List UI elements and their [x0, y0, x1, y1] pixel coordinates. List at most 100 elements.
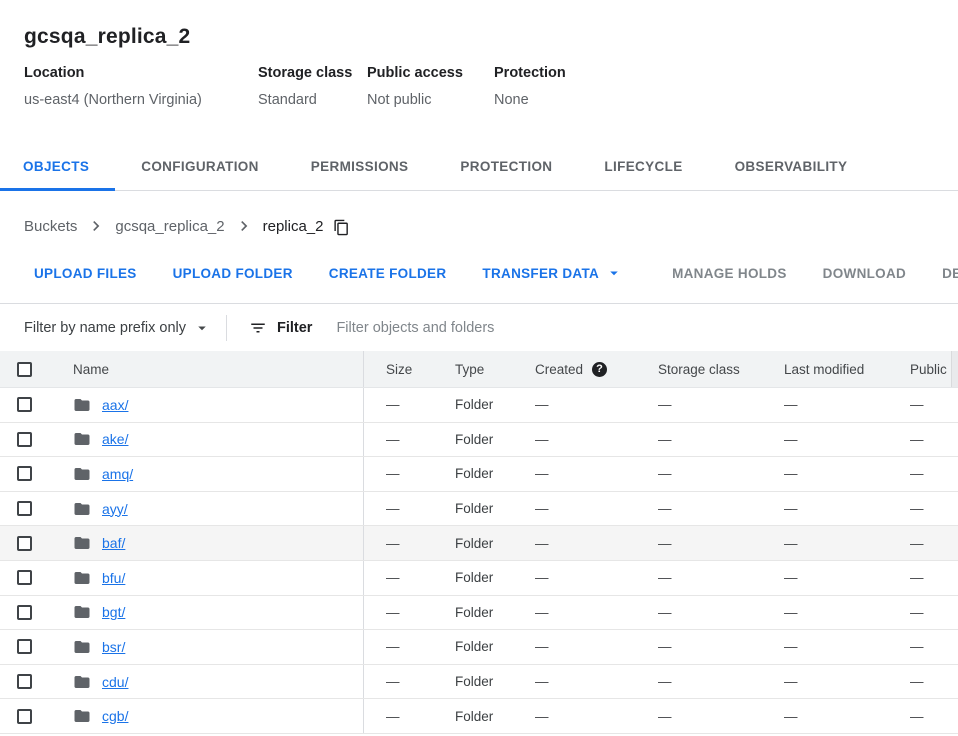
- storage-class-cell: —: [658, 397, 672, 413]
- object-name-link[interactable]: ayy/: [102, 500, 128, 517]
- size-cell: —: [386, 604, 400, 620]
- storage-class-cell: —: [658, 501, 672, 517]
- row-checkbox[interactable]: [17, 431, 32, 447]
- tab-permissions[interactable]: PERMISSIONS: [310, 159, 409, 174]
- public-access-cell: —: [910, 674, 924, 690]
- created-cell: —: [535, 397, 549, 413]
- folder-icon: [73, 465, 91, 483]
- table-row: baf/ — Folder — — — —: [0, 526, 958, 561]
- breadcrumb-item-gcsqa-replica-2[interactable]: gcsqa_replica_2: [115, 217, 225, 235]
- toolbar-button-label: MANAGE HOLDS: [672, 265, 787, 281]
- tab-protection[interactable]: PROTECTION: [460, 159, 553, 174]
- toolbar-button-delete: DELETE: [942, 266, 958, 281]
- type-cell: Folder: [455, 570, 494, 586]
- type-cell: Folder: [455, 535, 494, 551]
- breadcrumb: Buckets gcsqa_replica_2 replica_2: [24, 213, 958, 239]
- help-icon[interactable]: ?: [592, 361, 608, 377]
- type-cell: Folder: [455, 466, 494, 482]
- type-cell: Folder: [455, 708, 494, 724]
- column-header-last-modified: Last modified: [784, 361, 865, 377]
- created-cell: —: [535, 604, 549, 620]
- public-access-cell: —: [910, 431, 924, 447]
- copy-path-icon[interactable]: [333, 219, 350, 236]
- size-cell: —: [386, 431, 400, 447]
- dropdown-arrow-icon: [605, 264, 623, 282]
- table-row: ake/ — Folder — — — —: [0, 422, 958, 458]
- row-checkbox[interactable]: [17, 501, 32, 517]
- type-cell: Folder: [455, 397, 494, 413]
- row-checkbox[interactable]: [17, 570, 32, 586]
- filter-input[interactable]: [334, 318, 958, 337]
- toolbar-button-label: UPLOAD FOLDER: [172, 265, 293, 281]
- table-row: bgt/ — Folder — — — —: [0, 595, 958, 631]
- created-cell: —: [535, 431, 549, 447]
- row-checkbox[interactable]: [17, 535, 32, 551]
- meta-item: Storage class Standard: [258, 65, 367, 108]
- toolbar-button-transfer-data[interactable]: TRANSFER DATA: [482, 264, 623, 282]
- row-checkbox[interactable]: [17, 466, 32, 482]
- filter-scope-dropdown[interactable]: Filter by name prefix only: [24, 319, 211, 337]
- object-name-link[interactable]: aax/: [102, 396, 129, 413]
- object-name-link[interactable]: cdu/: [102, 673, 129, 690]
- table-body: aax/ — Folder — — — — ake/ — Folder — — …: [0, 388, 958, 734]
- last-modified-cell: —: [784, 639, 798, 655]
- object-name-link[interactable]: baf/: [102, 535, 126, 552]
- object-name-link[interactable]: ake/: [102, 431, 129, 448]
- storage-class-cell: —: [658, 431, 672, 447]
- storage-class-cell: —: [658, 604, 672, 620]
- page-title: gcsqa_replica_2: [24, 25, 191, 48]
- storage-class-cell: —: [658, 674, 672, 690]
- tab-observability[interactable]: OBSERVABILITY: [734, 159, 848, 174]
- column-header-public-access: Public access: [910, 361, 958, 377]
- column-header-size: Size: [386, 361, 413, 377]
- row-checkbox[interactable]: [17, 397, 32, 413]
- size-cell: —: [386, 501, 400, 517]
- column-header-type: Type: [455, 361, 485, 377]
- chevron-right-icon: [234, 216, 254, 236]
- row-checkbox[interactable]: [17, 708, 32, 724]
- table-row: cdu/ — Folder — — — —: [0, 664, 958, 700]
- size-cell: —: [386, 639, 400, 655]
- created-cell: —: [535, 466, 549, 482]
- toolbar-button-create-folder[interactable]: CREATE FOLDER: [329, 266, 447, 281]
- toolbar-button-upload-folder[interactable]: UPLOAD FOLDER: [173, 266, 293, 281]
- object-name-link[interactable]: cgb/: [102, 708, 129, 725]
- created-cell: —: [535, 674, 549, 690]
- folder-icon: [73, 603, 91, 621]
- toolbar-button-label: TRANSFER DATA: [482, 265, 600, 281]
- object-name-link[interactable]: bfu/: [102, 569, 126, 586]
- tab-configuration[interactable]: CONFIGURATION: [141, 159, 259, 174]
- folder-icon: [73, 430, 91, 448]
- meta-value: Standard: [258, 92, 317, 108]
- filter-label: Filter: [276, 319, 313, 336]
- table-row: cgb/ — Folder — — — —: [0, 699, 958, 734]
- last-modified-cell: —: [784, 431, 798, 447]
- tab-objects[interactable]: OBJECTS: [0, 143, 116, 191]
- folder-icon: [73, 534, 91, 552]
- last-modified-cell: —: [784, 674, 798, 690]
- table-row: amq/ — Folder — — — —: [0, 457, 958, 492]
- tab-lifecycle[interactable]: LIFECYCLE: [604, 159, 683, 174]
- row-checkbox[interactable]: [17, 674, 32, 690]
- public-access-cell: —: [910, 397, 924, 413]
- meta-item: Location us-east4 (Northern Virginia): [24, 65, 258, 108]
- storage-class-cell: —: [658, 466, 672, 482]
- object-name-link[interactable]: bsr/: [102, 638, 126, 655]
- select-all-checkbox[interactable]: [17, 361, 32, 377]
- filter-scope-label: Filter by name prefix only: [24, 319, 186, 336]
- row-checkbox[interactable]: [17, 604, 32, 620]
- type-cell: Folder: [455, 639, 494, 655]
- breadcrumb-item-buckets[interactable]: Buckets: [24, 217, 78, 235]
- row-checkbox[interactable]: [17, 639, 32, 655]
- last-modified-cell: —: [784, 501, 798, 517]
- toolbar: UPLOAD FILES UPLOAD FOLDER CREATE FOLDER…: [0, 253, 958, 293]
- table-row: bsr/ — Folder — — — —: [0, 630, 958, 665]
- toolbar-button-upload-files[interactable]: UPLOAD FILES: [34, 266, 137, 281]
- size-cell: —: [386, 570, 400, 586]
- object-name-link[interactable]: amq/: [102, 465, 134, 482]
- object-name-link[interactable]: bgt/: [102, 604, 126, 621]
- public-access-cell: —: [910, 535, 924, 551]
- table-row: ayy/ — Folder — — — —: [0, 491, 958, 527]
- storage-class-cell: —: [658, 570, 672, 586]
- meta-value: us-east4 (Northern Virginia): [24, 92, 202, 108]
